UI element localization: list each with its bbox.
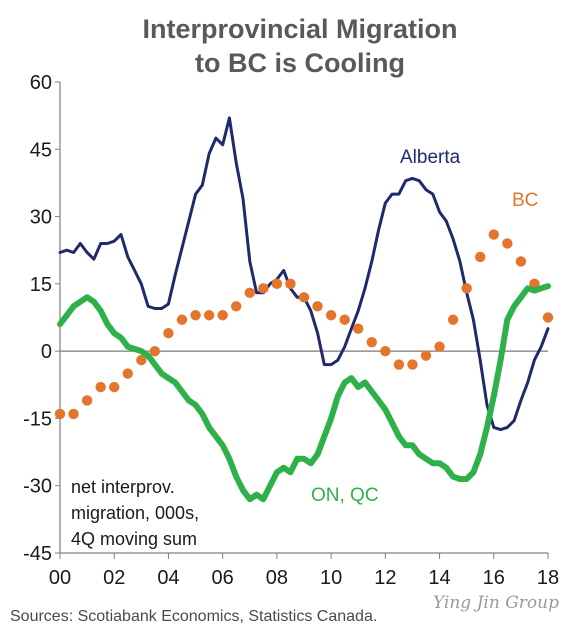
data-point-bc <box>285 278 296 290</box>
data-point-bc <box>312 301 323 312</box>
data-point-bc <box>353 323 364 334</box>
series-label-bc: BC <box>512 190 538 211</box>
data-point-bc <box>393 359 405 370</box>
data-point-bc <box>271 278 283 290</box>
data-point-bc <box>542 312 554 323</box>
x-tick-label: 04 <box>157 567 179 589</box>
x-tick-label: 10 <box>320 567 342 589</box>
x-axis: 00 02 04 06 08 10 12 14 16 18 <box>49 350 559 589</box>
x-tick-label: 00 <box>49 567 71 589</box>
data-point-bc <box>176 314 188 325</box>
data-point-bc <box>203 310 215 321</box>
series-layer <box>54 116 554 503</box>
y-tick-label: 30 <box>30 207 52 229</box>
data-point-bc <box>163 328 174 339</box>
y-tick-label: 60 <box>30 72 52 94</box>
chart-title-line-1: Interprovincial Migration <box>142 14 457 44</box>
x-tick-label: 02 <box>103 567 125 589</box>
note-line-2: migration, 000s, <box>71 503 199 523</box>
y-tick-label: 15 <box>30 274 52 296</box>
data-point-bc <box>122 368 133 379</box>
data-point-bc <box>515 256 527 267</box>
data-point-bc <box>380 345 391 357</box>
data-point-bc <box>488 229 499 240</box>
series-bc-dots <box>54 229 554 420</box>
x-tick-label: 14 <box>428 567 450 589</box>
data-point-bc <box>366 336 377 348</box>
x-tick-label: 18 <box>537 567 559 589</box>
data-point-bc <box>136 354 147 366</box>
data-point-bc <box>475 251 486 263</box>
series-alberta-line <box>58 116 550 432</box>
data-point-bc <box>447 314 459 325</box>
note-line-3: 4Q moving sum <box>71 529 197 549</box>
data-point-bc <box>298 292 310 303</box>
x-tick-label: 06 <box>212 567 234 589</box>
data-point-bc <box>95 381 106 393</box>
data-point-bc <box>190 310 201 321</box>
y-axis: -45 -30 -15 0 15 30 45 60 <box>23 72 61 565</box>
data-point-bc <box>217 310 228 321</box>
data-point-bc <box>407 359 418 370</box>
data-point-bc <box>325 310 337 321</box>
y-tick-label: -45 <box>23 543 52 565</box>
y-tick-label: 0 <box>41 341 52 363</box>
data-point-bc <box>54 408 66 420</box>
x-tick-label: 16 <box>483 567 505 589</box>
data-point-bc <box>244 287 255 299</box>
watermark: Ying Jin Group <box>433 593 559 613</box>
data-point-bc <box>339 314 350 325</box>
data-point-bc <box>149 345 161 357</box>
y-tick-label: -30 <box>23 476 52 498</box>
data-point-bc <box>109 381 120 393</box>
note-line-1: net interprov. <box>71 477 175 497</box>
data-point-bc <box>502 238 513 249</box>
x-tick-label: 08 <box>266 567 288 589</box>
series-on-qc-line <box>57 283 551 503</box>
data-point-bc <box>68 408 79 420</box>
data-point-bc <box>461 283 472 294</box>
chart-title-line-2: to BC is Cooling <box>195 48 405 78</box>
data-point-bc <box>420 350 432 361</box>
data-point-bc <box>434 341 445 352</box>
data-point-bc <box>231 301 242 312</box>
data-point-bc <box>529 278 540 290</box>
data-point-bc <box>81 395 93 406</box>
data-point-bc <box>258 283 269 294</box>
y-tick-label: -15 <box>23 408 52 430</box>
y-tick-label: 45 <box>30 139 52 161</box>
x-tick-label: 12 <box>374 567 396 589</box>
series-label-on-qc: ON, QC <box>311 485 379 506</box>
source-note: Sources: Scotiabank Economics, Statistic… <box>10 608 377 625</box>
series-label-alberta: Alberta <box>400 147 461 168</box>
